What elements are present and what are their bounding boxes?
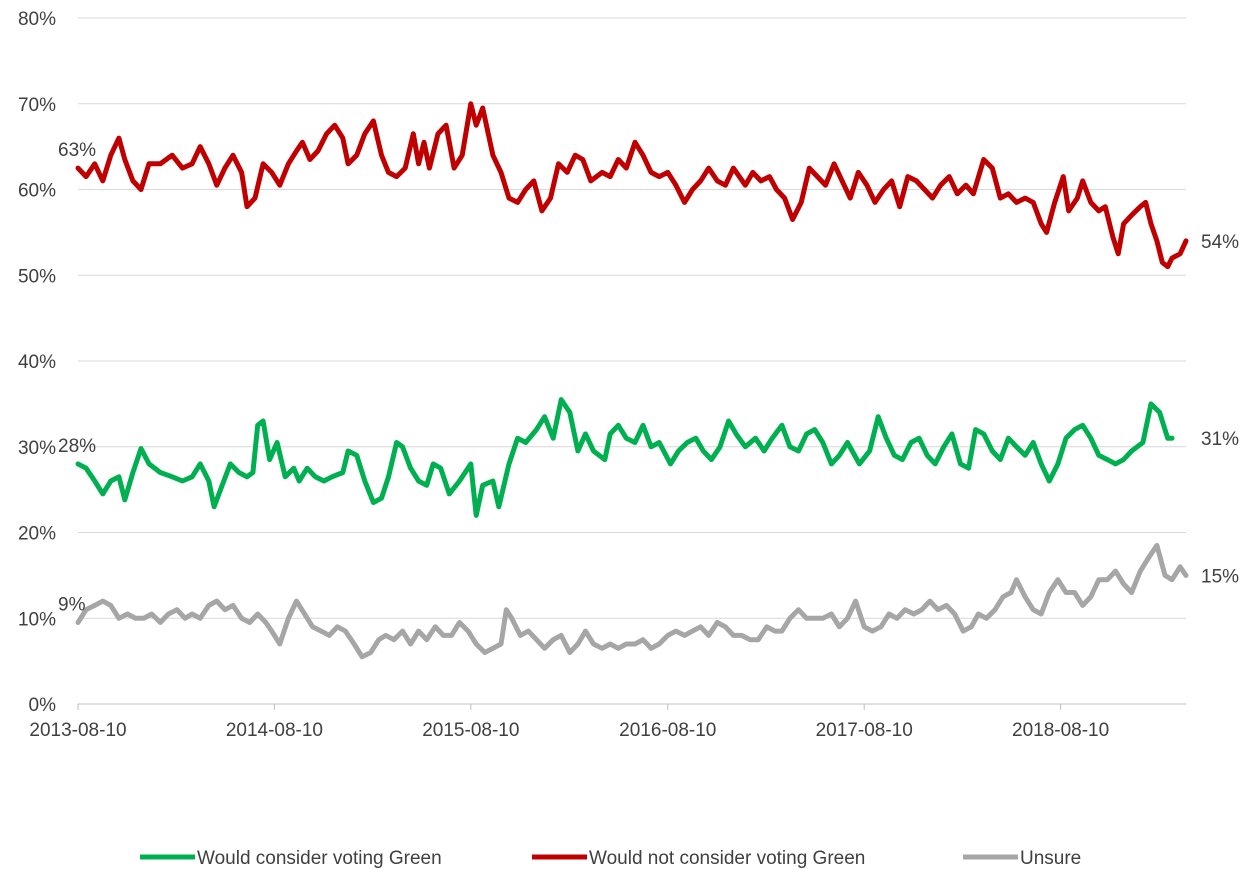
y-axis-tick-labels: 0% 10% 20% 30% 40% 50% 60% 70% 80%: [18, 9, 56, 716]
series-value-labels: 28% 31% 63% 54% 9% 15%: [58, 140, 1239, 615]
x-tick-label: 2013-08-10: [29, 720, 126, 741]
series-end-label: 54%: [1201, 232, 1239, 253]
y-tick-label: 20%: [18, 524, 56, 545]
gridlines: [78, 17, 1186, 705]
y-tick-label: 0%: [29, 695, 57, 716]
x-tick-label: 2015-08-10: [422, 720, 519, 741]
y-tick-label: 10%: [18, 609, 56, 630]
series-start-label: 9%: [58, 595, 86, 616]
legend-label-2: Unsure: [1020, 848, 1081, 869]
series-line-1: [75, 101, 1189, 270]
x-tick-label: 2017-08-10: [816, 720, 913, 741]
series-line-0: [75, 397, 1175, 518]
series-end-label: 15%: [1201, 566, 1239, 587]
y-tick-label: 60%: [18, 181, 56, 202]
y-tick-label: 30%: [18, 438, 56, 459]
series-end-label: 31%: [1201, 429, 1239, 450]
series-lines: [75, 101, 1189, 660]
y-tick-label: 80%: [18, 9, 56, 30]
x-tick-label: 2018-08-10: [1012, 720, 1109, 741]
y-tick-label: 70%: [18, 95, 56, 116]
legend-label-0: Would consider voting Green: [197, 848, 442, 869]
x-tick-label: 2016-08-10: [619, 720, 716, 741]
series-start-label: 28%: [58, 436, 96, 457]
series-line-2: [75, 542, 1189, 660]
legend-label-1: Would not consider voting Green: [589, 848, 865, 869]
legend: Would consider voting Green Would not con…: [140, 848, 1081, 869]
x-axis-tick-labels: 2013-08-10 2014-08-10 2015-08-10 2016-08-10…: [29, 704, 1109, 741]
x-tick-label: 2014-08-10: [226, 720, 323, 741]
series-start-label: 63%: [58, 140, 96, 161]
y-tick-label: 50%: [18, 266, 56, 287]
y-tick-label: 40%: [18, 352, 56, 373]
